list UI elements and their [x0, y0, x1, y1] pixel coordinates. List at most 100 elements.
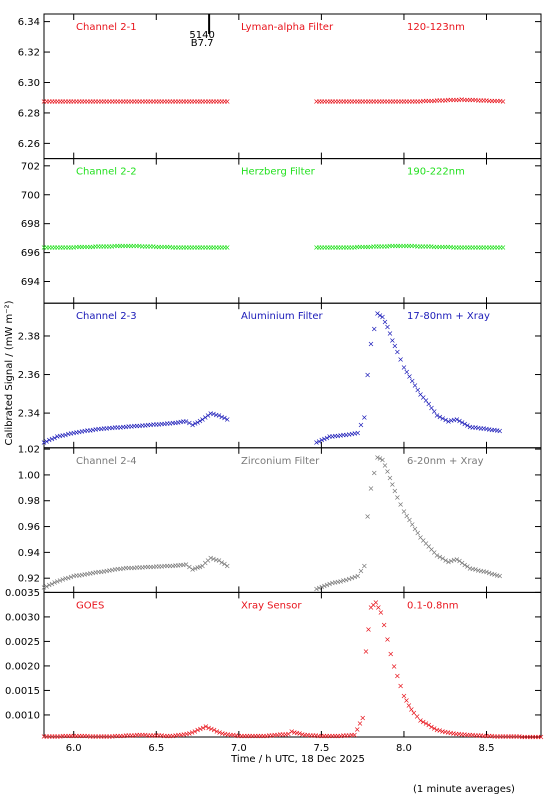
data-point: × — [321, 243, 328, 252]
data-point: × — [142, 421, 149, 430]
data-point: × — [106, 424, 113, 433]
data-point: × — [103, 566, 110, 575]
data-point: × — [186, 97, 193, 106]
data-point: × — [207, 554, 214, 563]
data-point: × — [68, 429, 75, 438]
data-point: × — [461, 730, 468, 739]
data-point: × — [210, 243, 217, 252]
data-point: × — [326, 432, 333, 441]
data-point: × — [54, 577, 61, 586]
data-point: × — [103, 424, 110, 433]
data-point: × — [76, 428, 83, 437]
data-point: × — [445, 243, 452, 252]
data-point: × — [161, 562, 168, 571]
data-point: × — [494, 243, 501, 252]
data-point: × — [123, 97, 130, 106]
data-point: × — [199, 97, 206, 106]
data-point: × — [489, 96, 496, 105]
data-point: × — [483, 243, 490, 252]
series-1: ××××××××××××××××××××××××××××××××××××××××… — [41, 409, 231, 447]
data-point: × — [68, 243, 75, 252]
data-point: × — [43, 732, 50, 741]
data-point: × — [400, 241, 407, 250]
series-1: ××××××××××××××××××××××××××××××××××××××××… — [41, 97, 231, 106]
data-point: × — [304, 731, 311, 740]
data-point: × — [62, 243, 69, 252]
data-point: × — [175, 97, 182, 106]
data-point: × — [103, 97, 110, 106]
data-point: × — [202, 722, 209, 731]
data-point: × — [87, 569, 94, 578]
data-point: × — [431, 96, 438, 105]
data-point: × — [357, 243, 364, 252]
data-point: × — [175, 731, 182, 740]
data-point: × — [87, 426, 94, 435]
data-point: × — [394, 493, 401, 502]
data-point: × — [180, 560, 187, 569]
data-point: × — [147, 97, 154, 106]
data-point: × — [194, 726, 201, 735]
data-point: × — [101, 424, 108, 433]
data-point: × — [109, 566, 116, 575]
data-point: × — [114, 423, 121, 432]
data-point: × — [409, 376, 416, 385]
data-point: × — [100, 242, 107, 251]
data-point: × — [486, 96, 493, 105]
data-point: × — [497, 243, 504, 252]
data-point: × — [112, 97, 119, 106]
data-point: × — [224, 97, 231, 106]
data-point: × — [384, 467, 391, 476]
data-point: × — [472, 565, 479, 574]
data-point: × — [98, 242, 105, 251]
y-tick-label: 0.0025 — [5, 637, 40, 648]
data-point: × — [216, 411, 223, 420]
data-point: × — [475, 96, 482, 105]
data-point: × — [362, 97, 369, 106]
y-tick-label: 1.00 — [18, 470, 40, 481]
data-point: × — [202, 413, 209, 422]
data-point: × — [450, 243, 457, 252]
data-point: × — [197, 725, 204, 734]
data-point: × — [420, 393, 427, 402]
panel-channel-label: Channel 2-1 — [76, 22, 137, 33]
data-point: × — [343, 243, 350, 252]
data-point: × — [230, 731, 237, 740]
panel-4: 0.92 0.94 0.96 0.98 1.00 1.02 Channel 2-4 Zirco… — [18, 445, 542, 594]
data-point: × — [128, 731, 135, 740]
data-point: × — [414, 529, 421, 538]
data-point: × — [218, 243, 225, 252]
data-point: × — [469, 731, 476, 740]
data-point: × — [46, 581, 53, 590]
data-point: × — [98, 567, 105, 576]
data-point: × — [381, 97, 388, 106]
data-point: × — [269, 731, 276, 740]
data-point: × — [469, 565, 476, 574]
data-point: × — [180, 97, 187, 106]
data-point: × — [349, 97, 356, 106]
data-point: × — [200, 723, 207, 732]
data-point: × — [513, 732, 520, 741]
data-point: × — [133, 242, 140, 251]
data-point: × — [139, 731, 146, 740]
data-point: × — [90, 732, 97, 741]
data-point: × — [49, 579, 56, 588]
data-point: × — [414, 712, 421, 721]
data-point: × — [368, 603, 375, 612]
y-tick-label: 0.0030 — [5, 612, 40, 623]
data-point: × — [398, 97, 405, 106]
data-point: × — [376, 97, 383, 106]
data-point: × — [447, 243, 454, 252]
data-point: × — [439, 96, 446, 105]
y-tick-label: 0.98 — [18, 496, 40, 507]
data-point: × — [497, 97, 504, 106]
data-point: × — [329, 732, 336, 741]
data-point: × — [335, 97, 342, 106]
data-point: × — [494, 426, 501, 435]
data-point: × — [382, 318, 389, 327]
data-point: × — [150, 242, 157, 251]
data-point: × — [406, 97, 413, 106]
x-axis-title: Time / h UTC, 18 Dec 2025 — [230, 754, 365, 765]
data-point: × — [340, 731, 347, 740]
data-point: × — [423, 396, 430, 405]
data-point: × — [221, 243, 228, 252]
